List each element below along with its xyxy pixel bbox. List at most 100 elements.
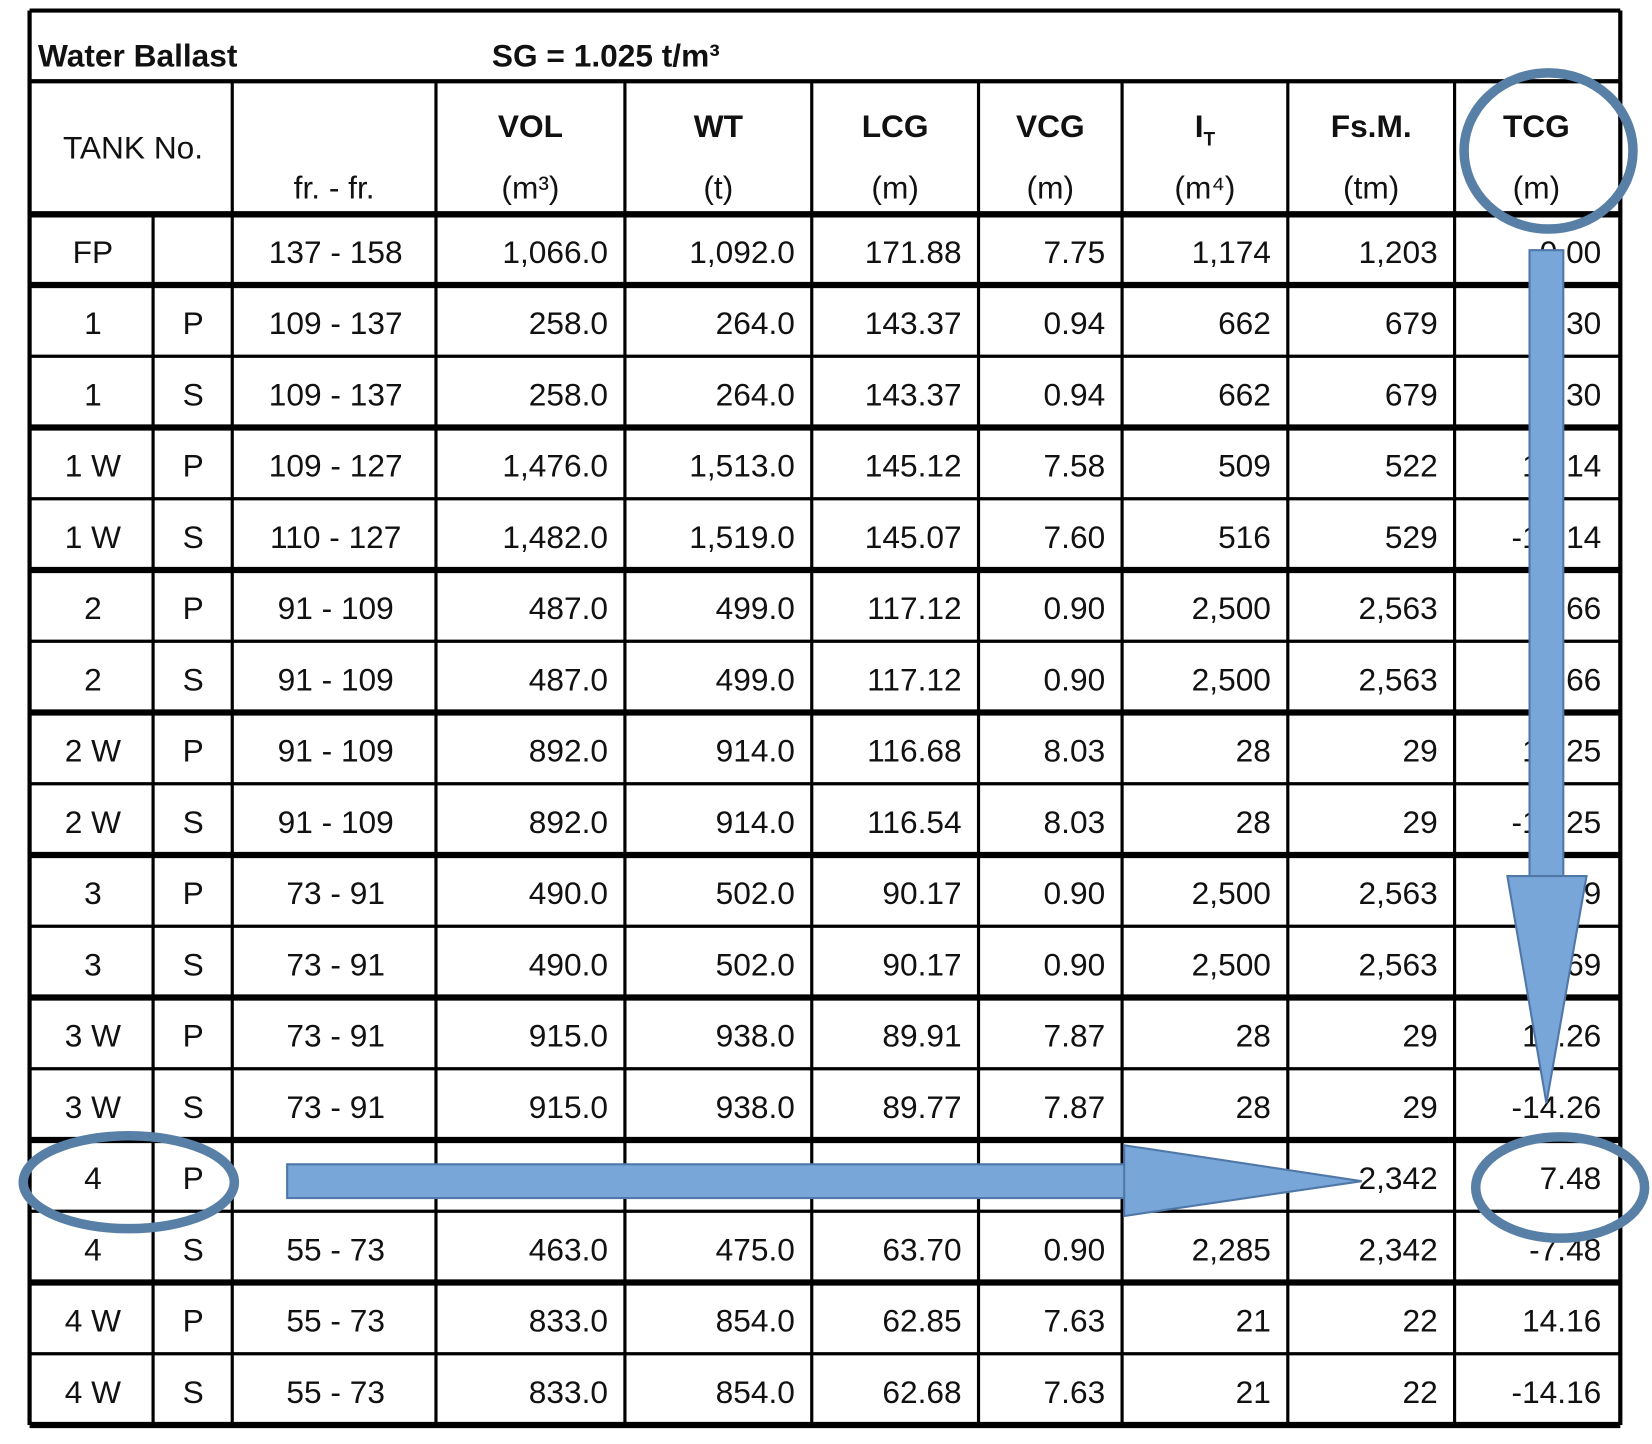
cell: 28 bbox=[1236, 1089, 1271, 1125]
column-unit: (m) bbox=[871, 169, 918, 205]
column-unit: (tm) bbox=[1343, 169, 1399, 205]
cell: 73 - 91 bbox=[286, 1089, 385, 1125]
cell: 4 bbox=[84, 1160, 102, 1196]
cell: 4 W bbox=[65, 1374, 121, 1410]
cell: 679 bbox=[1385, 305, 1438, 341]
cell: 487.0 bbox=[529, 590, 608, 626]
cell: 7.87 bbox=[1044, 1089, 1106, 1125]
column-unit: (m⁴) bbox=[1174, 169, 1235, 205]
cell: 89.91 bbox=[882, 1018, 961, 1054]
cell: 3 bbox=[84, 946, 102, 982]
cell: 145.12 bbox=[865, 448, 962, 484]
cell: 509 bbox=[1218, 448, 1271, 484]
cell: 0.90 bbox=[1044, 875, 1106, 911]
cell: 21 bbox=[1236, 1303, 1271, 1339]
cell: 89.77 bbox=[882, 1089, 961, 1125]
cell: 1,513.0 bbox=[689, 448, 795, 484]
cell: 62.68 bbox=[882, 1374, 961, 1410]
column-unit: (m) bbox=[1027, 169, 1074, 205]
cell: -14.26 bbox=[1512, 1089, 1602, 1125]
cell: 137 - 158 bbox=[269, 234, 403, 270]
cell: 264.0 bbox=[716, 376, 795, 412]
cell: 2,500 bbox=[1192, 661, 1271, 697]
cell: 3 W bbox=[65, 1089, 121, 1125]
cell: 258.0 bbox=[529, 376, 608, 412]
cell: 2,563 bbox=[1358, 590, 1437, 626]
cell: 2,500 bbox=[1192, 946, 1271, 982]
cell: -14.16 bbox=[1512, 1374, 1602, 1410]
column-name: TCG bbox=[1503, 108, 1570, 144]
cell: 1,174 bbox=[1192, 234, 1271, 270]
cell: 117.12 bbox=[867, 590, 961, 626]
cell: 2,285 bbox=[1192, 1231, 1271, 1267]
cell: 502.0 bbox=[716, 946, 795, 982]
cell: 1,519.0 bbox=[689, 519, 795, 555]
cell: 892.0 bbox=[529, 733, 608, 769]
cell: 29 bbox=[1402, 733, 1437, 769]
cell: 1,482.0 bbox=[502, 519, 608, 555]
cell: 2,500 bbox=[1192, 590, 1271, 626]
cell: P bbox=[183, 733, 204, 769]
cell: 90.17 bbox=[882, 875, 961, 911]
cell: 22 bbox=[1402, 1374, 1437, 1410]
cell: 91 - 109 bbox=[278, 661, 394, 697]
cell: 258.0 bbox=[529, 305, 608, 341]
cell: 90.17 bbox=[882, 946, 961, 982]
cell: 914.0 bbox=[716, 804, 795, 840]
cell: FP bbox=[73, 234, 113, 270]
cell: 116.54 bbox=[867, 804, 961, 840]
cell: 892.0 bbox=[529, 804, 608, 840]
cell: 116.68 bbox=[867, 733, 961, 769]
cell: 490.0 bbox=[529, 875, 608, 911]
cell: 29 bbox=[1402, 1018, 1437, 1054]
column-name-text: WT bbox=[694, 108, 743, 144]
cell: 0.90 bbox=[1044, 590, 1106, 626]
cell: 109 - 137 bbox=[269, 376, 403, 412]
cell: 143.37 bbox=[865, 305, 962, 341]
cell: 7.48 bbox=[1540, 1160, 1602, 1196]
cell: 28 bbox=[1236, 733, 1271, 769]
cell: 463.0 bbox=[529, 1231, 608, 1267]
cell: 2,563 bbox=[1358, 661, 1437, 697]
cell: 529 bbox=[1385, 519, 1438, 555]
column-unit: (m³) bbox=[501, 169, 559, 205]
cell: 1 W bbox=[65, 448, 121, 484]
highlight-circle bbox=[1459, 68, 1638, 234]
cell: 833.0 bbox=[529, 1303, 608, 1339]
cell: 29 bbox=[1402, 1089, 1437, 1125]
cell: 29 bbox=[1402, 804, 1437, 840]
cell: 55 - 73 bbox=[286, 1303, 385, 1339]
cell: 91 - 109 bbox=[278, 733, 394, 769]
column-name: VCG bbox=[1016, 108, 1085, 144]
cell: 73 - 91 bbox=[286, 946, 385, 982]
cell: 109 - 137 bbox=[269, 305, 403, 341]
cell: 145.07 bbox=[865, 519, 962, 555]
cell: 502.0 bbox=[716, 875, 795, 911]
cell: 915.0 bbox=[529, 1089, 608, 1125]
cell: 1,476.0 bbox=[502, 448, 608, 484]
cell: 28 bbox=[1236, 1018, 1271, 1054]
cell: 21 bbox=[1236, 1374, 1271, 1410]
column-name-text: VCG bbox=[1016, 108, 1085, 144]
cell: 0.94 bbox=[1044, 305, 1106, 341]
cell: 8.03 bbox=[1044, 733, 1106, 769]
arrow-head bbox=[1506, 875, 1588, 1104]
cell: 73 - 91 bbox=[286, 875, 385, 911]
column-name-text: Fs.M. bbox=[1331, 108, 1412, 144]
cell: 22 bbox=[1402, 1303, 1437, 1339]
column-unit: (t) bbox=[703, 169, 733, 205]
cell: 7.75 bbox=[1044, 234, 1106, 270]
cell: 2,563 bbox=[1358, 946, 1437, 982]
cell: 487.0 bbox=[529, 661, 608, 697]
cell: 1,066.0 bbox=[502, 234, 608, 270]
cell: S bbox=[183, 946, 204, 982]
cell: 2,342 bbox=[1358, 1160, 1437, 1196]
arrow-shaft bbox=[1528, 249, 1565, 880]
cell: 1 bbox=[84, 376, 102, 412]
column-name-text: TCG bbox=[1503, 108, 1570, 144]
cell: 475.0 bbox=[716, 1231, 795, 1267]
column-name: WT bbox=[694, 108, 743, 144]
cell: 171.88 bbox=[865, 234, 962, 270]
